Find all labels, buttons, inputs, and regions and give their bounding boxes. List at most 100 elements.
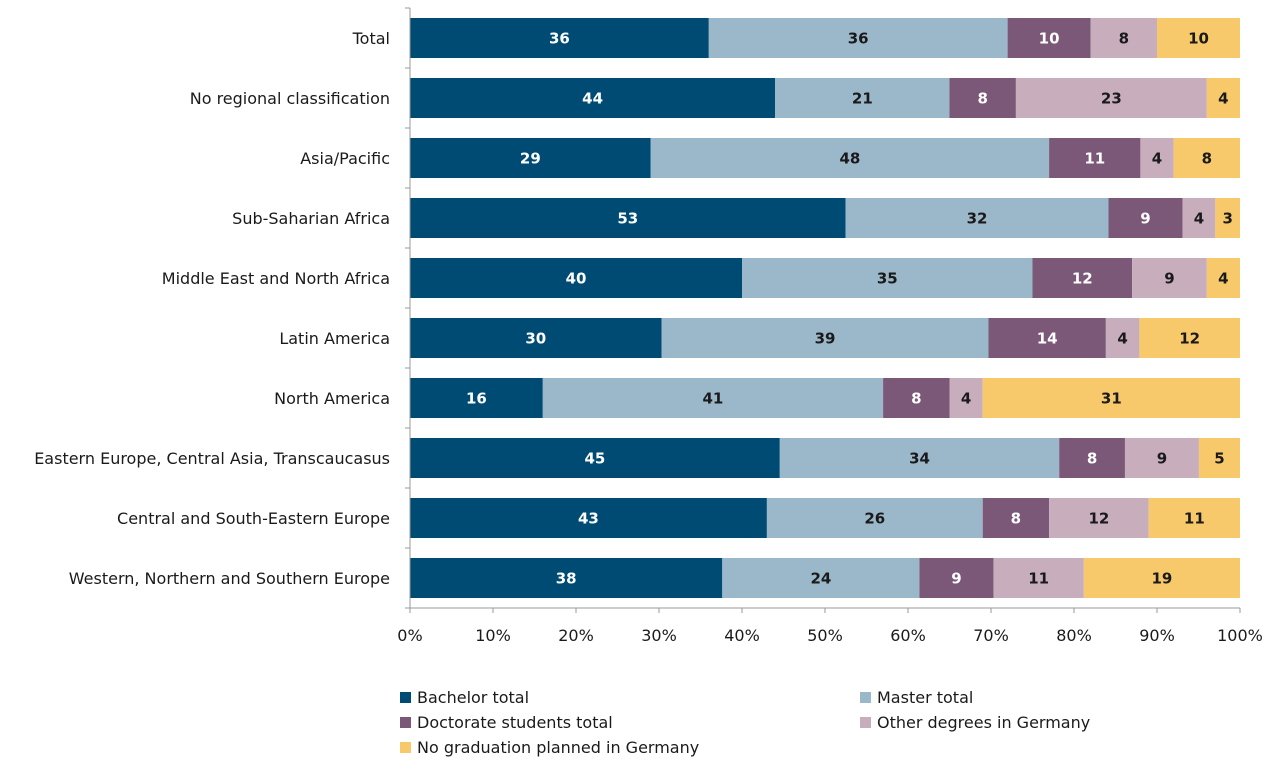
- bar-segment: [1015, 78, 1207, 118]
- bar-segment: [410, 138, 651, 178]
- x-tick-label: 80%: [1056, 626, 1092, 645]
- data-label: 11: [1184, 510, 1205, 528]
- bar-segment: [410, 378, 543, 418]
- data-label: 4: [961, 390, 971, 408]
- legend-item: Bachelor total: [400, 688, 529, 707]
- bar-segment: [1140, 138, 1174, 178]
- bar-segment: [410, 78, 776, 118]
- data-label: 8: [1011, 510, 1021, 528]
- bar-segment: [775, 78, 950, 118]
- x-tick-label: 20%: [558, 626, 594, 645]
- bar-segment: [661, 318, 989, 358]
- data-label: 5: [1214, 450, 1224, 468]
- data-label: 53: [617, 210, 638, 228]
- data-label: 3: [1222, 210, 1232, 228]
- bar-segment: [1105, 318, 1140, 358]
- data-label: 8: [977, 90, 987, 108]
- bar-segment: [982, 378, 1240, 418]
- bar-segment: [1132, 258, 1207, 298]
- data-label: 19: [1151, 570, 1172, 588]
- bar-segment: [410, 558, 723, 598]
- bar-segment: [1007, 18, 1091, 58]
- data-label: 21: [852, 90, 873, 108]
- legend-swatch: [400, 742, 411, 753]
- bar-segment: [1083, 558, 1240, 598]
- bar-segment: [1049, 498, 1149, 538]
- bar-segment: [1182, 198, 1216, 238]
- data-label: 9: [1164, 270, 1174, 288]
- bar-segment: [779, 438, 1060, 478]
- legend-swatch: [400, 717, 411, 728]
- bar-segment: [1090, 18, 1157, 58]
- data-label: 12: [1179, 330, 1200, 348]
- category-label: Total: [352, 29, 390, 48]
- data-label: 39: [815, 330, 836, 348]
- data-label: 8: [1119, 30, 1129, 48]
- x-tick-label: 60%: [890, 626, 926, 645]
- data-label: 40: [566, 270, 587, 288]
- bar-segment: [982, 498, 1050, 538]
- bar-segment: [883, 378, 950, 418]
- data-label: 12: [1088, 510, 1109, 528]
- data-label: 31: [1101, 390, 1122, 408]
- legend-item: No graduation planned in Germany: [400, 738, 699, 757]
- bar-segment: [1139, 318, 1240, 358]
- legend-item: Master total: [860, 688, 973, 707]
- x-tick-label: 10%: [475, 626, 511, 645]
- data-label: 9: [1140, 210, 1150, 228]
- data-label: 24: [810, 570, 831, 588]
- data-label: 10: [1188, 30, 1209, 48]
- axes: 0% 10% 20% 30% 40% 50% 60% 70% 80% 90% 100%: [397, 7, 1263, 645]
- category-label: Central and South-Eastern Europe: [117, 509, 390, 528]
- legend-label: Master total: [877, 688, 974, 707]
- legend-label: Bachelor total: [417, 688, 530, 707]
- legend-item: Other degrees in Germany: [860, 713, 1090, 732]
- data-label: 8: [1202, 150, 1212, 168]
- x-tick-label: 100%: [1217, 626, 1263, 645]
- data-label: 36: [848, 30, 869, 48]
- category-label: Eastern Europe, Central Asia, Transcauca…: [34, 449, 390, 468]
- data-label: 9: [951, 570, 961, 588]
- bar-segment: [1049, 138, 1141, 178]
- category-labels: Total No regional classification Asia/Paci…: [34, 29, 390, 588]
- legend-item: Doctorate students total: [400, 713, 613, 732]
- data-label: 45: [584, 450, 605, 468]
- bar-segment: [1124, 438, 1199, 478]
- bar-segment: [410, 258, 742, 298]
- data-label: 41: [703, 390, 724, 408]
- bar-segment: [919, 558, 994, 598]
- bar-segment: [1173, 138, 1240, 178]
- data-label: 8: [911, 390, 921, 408]
- bar-segment: [410, 438, 780, 478]
- data-label: 32: [967, 210, 988, 228]
- category-label: Asia/Pacific: [300, 149, 390, 168]
- bar-segment: [949, 378, 983, 418]
- data-label: 23: [1101, 90, 1122, 108]
- bar-segment: [410, 498, 767, 538]
- data-label: 12: [1072, 270, 1093, 288]
- category-label: North America: [274, 389, 390, 408]
- bar-segment: [845, 198, 1109, 238]
- legend-label: Other degrees in Germany: [877, 713, 1091, 732]
- bar-segment: [1206, 78, 1240, 118]
- bar-segment: [650, 138, 1050, 178]
- data-label: 4: [1117, 330, 1127, 348]
- data-label: 29: [520, 150, 541, 168]
- data-label: 34: [909, 450, 930, 468]
- bar-segment: [1032, 258, 1133, 298]
- bar-segment: [766, 498, 983, 538]
- bar-segment: [1198, 438, 1240, 478]
- data-label: 8: [1087, 450, 1097, 468]
- data-label: 38: [556, 570, 577, 588]
- bar-segment: [1059, 438, 1125, 478]
- category-label: Middle East and North Africa: [162, 269, 390, 288]
- bar-segment: [410, 18, 709, 58]
- bar-segment: [1206, 258, 1240, 298]
- bar-segment: [1215, 198, 1240, 238]
- x-tick-label: 30%: [641, 626, 677, 645]
- legend-swatch: [860, 692, 871, 703]
- bar-segment: [708, 18, 1008, 58]
- data-label: 4: [1218, 90, 1228, 108]
- data-label: 4: [1152, 150, 1162, 168]
